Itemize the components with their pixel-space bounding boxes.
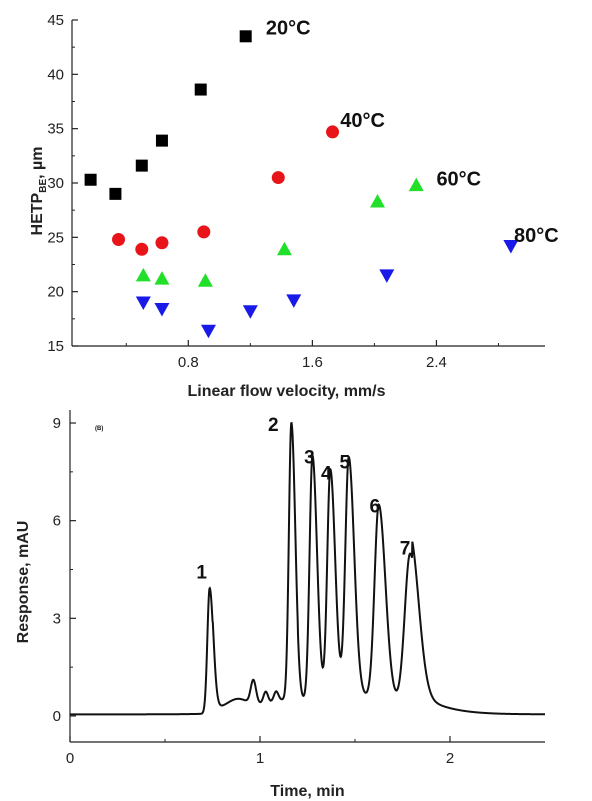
series-label-20c: 20°C [266, 18, 311, 40]
point-40c-4 [271, 171, 285, 185]
point-20c-1 [109, 187, 122, 200]
x-tick-label-1: 1 [256, 750, 264, 767]
x-axis-label: Time, min [270, 783, 344, 800]
peak-label-4: 4 [321, 464, 332, 485]
point-60c-3 [276, 241, 292, 256]
y-tick-label-3: 9 [53, 415, 61, 432]
y-tick-label-2: 25 [47, 229, 64, 246]
point-40c-0 [112, 233, 126, 247]
y-tick-label-1: 20 [47, 284, 64, 301]
x-axis-label: Linear flow velocity, mm/s [188, 383, 386, 400]
point-80c-5 [379, 269, 395, 283]
x-tick-label-2: 2 [446, 750, 454, 767]
y-tick-label-0: 0 [53, 708, 61, 725]
point-80c-3 [242, 305, 258, 319]
y-tick-label-5: 40 [47, 66, 64, 83]
y-axis-label: Response, mAU [15, 521, 32, 644]
point-40c-2 [155, 236, 169, 250]
point-60c-5 [408, 177, 424, 192]
y-tick-label-2: 6 [53, 513, 61, 530]
point-60c-0 [135, 267, 151, 282]
point-60c-4 [370, 193, 386, 208]
x-tick-label-1: 1.6 [302, 354, 323, 371]
y-axis-label: HETPBE, µm [29, 147, 49, 236]
y-tick-label-6: 45 [47, 12, 64, 29]
peak-label-3: 3 [304, 447, 315, 468]
peak-label-7: 7 [400, 539, 411, 560]
point-80c-6 [503, 240, 519, 254]
y-tick-label-3: 30 [47, 175, 64, 192]
point-80c-4 [286, 294, 302, 308]
peak-label-1: 1 [196, 563, 207, 584]
point-40c-5 [326, 125, 340, 139]
point-60c-2 [197, 273, 213, 287]
point-40c-3 [197, 225, 211, 239]
chromatogram-trace [70, 421, 545, 716]
series-label-80c: 80°C [514, 225, 559, 247]
y-tick-label-1: 3 [53, 610, 61, 627]
x-tick-label-0: 0.8 [178, 354, 199, 371]
peak-label-5: 5 [339, 452, 350, 473]
chart-a-hetp-scatter: 15 20 25 30 35 40 45 0.8 1.6 2.4 Linear flow veloc… [29, 12, 559, 400]
x-tick-label-2: 2.4 [426, 354, 447, 371]
point-60c-1 [154, 271, 170, 285]
y-tick-label-4: 35 [47, 121, 64, 138]
point-80c-0 [135, 296, 151, 311]
peak-label-2: 2 [268, 415, 279, 436]
point-80c-2 [200, 324, 216, 339]
point-20c-0 [84, 173, 97, 186]
panel-label: (B) [95, 426, 103, 432]
point-20c-4 [194, 83, 207, 96]
point-40c-1 [135, 242, 149, 256]
x-tick-label-0: 0 [66, 750, 74, 767]
series-label-40c: 40°C [340, 110, 385, 132]
point-20c-2 [135, 159, 148, 172]
series-label-60c: 60°C [436, 169, 481, 191]
point-20c-3 [155, 134, 168, 147]
point-20c-5 [239, 30, 252, 43]
point-80c-1 [154, 303, 170, 317]
y-tick-label-0: 15 [47, 338, 64, 355]
peak-label-6: 6 [369, 496, 380, 517]
